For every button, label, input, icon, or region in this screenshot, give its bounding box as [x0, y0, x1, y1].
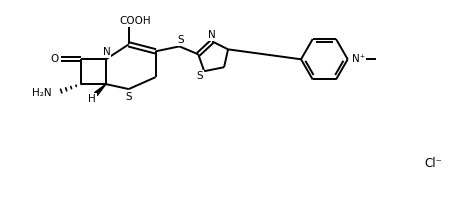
Text: COOH: COOH: [119, 16, 150, 26]
Text: Cl⁻: Cl⁻: [425, 157, 443, 170]
Text: H₂N: H₂N: [31, 88, 51, 98]
Text: S: S: [196, 71, 203, 81]
Text: N⁺: N⁺: [352, 54, 365, 64]
Polygon shape: [94, 84, 106, 96]
Text: O: O: [50, 54, 58, 64]
Text: N: N: [208, 30, 216, 40]
Text: S: S: [125, 92, 132, 101]
Text: S: S: [177, 35, 184, 45]
Text: H: H: [88, 94, 96, 104]
Text: N: N: [102, 47, 110, 57]
